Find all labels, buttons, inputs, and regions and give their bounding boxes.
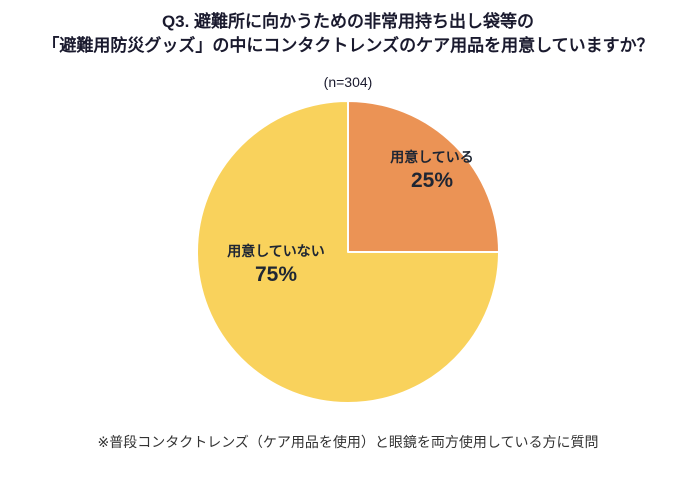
pie-chart-svg: [196, 100, 500, 405]
pie-chart: 用意している 25% 用意していない 75%: [194, 98, 502, 406]
chart-title-line2: 「避難用防災グッズ」の中にコンタクトレンズのケア用品を用意していますか？: [42, 36, 654, 56]
sample-size-label: (n=304): [323, 74, 373, 91]
chart-title: Q3. 避難所に向かうための非常用持ち出し袋等の 「避難用防災グッズ」の中にコン…: [0, 0, 696, 58]
footnote: ※普段コンタクトレンズ（ケア用品を使用）と眼鏡を両方使用している方に質問: [97, 434, 599, 451]
chart-title-line1: Q3. 避難所に向かうための非常用持ち出し袋等の: [161, 12, 535, 31]
